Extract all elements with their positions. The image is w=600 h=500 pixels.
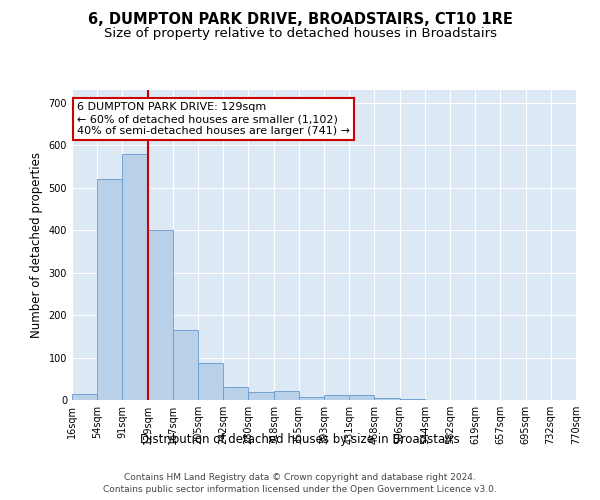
Bar [374,398,400,400]
Bar [199,362,223,400]
Text: Size of property relative to detached houses in Broadstairs: Size of property relative to detached ho… [104,28,497,40]
Bar [122,154,148,400]
Bar [173,330,199,400]
Text: Distribution of detached houses by size in Broadstairs: Distribution of detached houses by size … [140,432,460,446]
Text: 6, DUMPTON PARK DRIVE, BROADSTAIRS, CT10 1RE: 6, DUMPTON PARK DRIVE, BROADSTAIRS, CT10… [88,12,512,28]
Bar [400,399,425,400]
Text: 6 DUMPTON PARK DRIVE: 129sqm
← 60% of detached houses are smaller (1,102)
40% of: 6 DUMPTON PARK DRIVE: 129sqm ← 60% of de… [77,102,350,136]
Text: Contains HM Land Registry data © Crown copyright and database right 2024.: Contains HM Land Registry data © Crown c… [124,472,476,482]
Bar [248,392,274,400]
Bar [97,179,122,400]
Bar [148,230,173,400]
Y-axis label: Number of detached properties: Number of detached properties [30,152,43,338]
Bar [72,394,97,400]
Bar [274,390,299,400]
Bar [299,396,324,400]
Text: Contains public sector information licensed under the Open Government Licence v3: Contains public sector information licen… [103,485,497,494]
Bar [324,395,349,400]
Bar [349,395,374,400]
Bar [223,388,248,400]
